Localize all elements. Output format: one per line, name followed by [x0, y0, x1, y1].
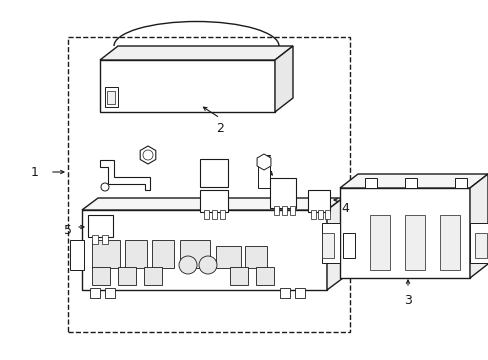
Bar — [474, 233, 486, 258]
Bar — [118, 267, 136, 285]
Polygon shape — [257, 154, 270, 170]
Text: 5: 5 — [64, 224, 72, 237]
Polygon shape — [100, 60, 274, 112]
Circle shape — [179, 256, 197, 274]
Bar — [289, 206, 294, 215]
Bar — [92, 240, 120, 268]
Bar — [200, 159, 227, 187]
Bar — [107, 91, 115, 104]
Bar — [404, 215, 424, 270]
Polygon shape — [404, 178, 416, 188]
Bar — [203, 210, 208, 219]
Bar — [88, 215, 113, 237]
Polygon shape — [469, 174, 487, 278]
Polygon shape — [82, 198, 342, 210]
Polygon shape — [326, 198, 342, 290]
Polygon shape — [82, 210, 326, 290]
Bar — [273, 206, 279, 215]
Bar — [280, 288, 289, 298]
Bar — [325, 210, 329, 219]
Bar — [439, 215, 459, 270]
Polygon shape — [454, 178, 466, 188]
Bar — [212, 210, 217, 219]
Bar — [200, 190, 227, 212]
Text: 6: 6 — [210, 158, 218, 171]
Bar — [269, 178, 295, 208]
Bar — [152, 240, 174, 268]
Bar — [317, 210, 323, 219]
Polygon shape — [140, 146, 156, 164]
Bar — [68, 37, 349, 332]
Bar — [125, 240, 147, 268]
Bar — [229, 267, 247, 285]
Text: 4: 4 — [340, 202, 348, 215]
Polygon shape — [321, 223, 339, 263]
Bar — [244, 246, 266, 268]
Circle shape — [199, 256, 217, 274]
Bar — [220, 210, 224, 219]
Polygon shape — [100, 46, 292, 60]
Polygon shape — [339, 188, 469, 278]
Bar — [258, 166, 269, 188]
Circle shape — [101, 183, 109, 191]
Bar — [256, 267, 273, 285]
Text: 2: 2 — [216, 122, 224, 135]
Bar — [216, 246, 241, 268]
Bar — [321, 233, 333, 258]
Bar — [143, 267, 162, 285]
Polygon shape — [100, 160, 150, 190]
Polygon shape — [274, 46, 292, 112]
Text: 3: 3 — [403, 293, 411, 306]
Text: 1: 1 — [31, 166, 39, 179]
Circle shape — [142, 150, 153, 160]
Bar — [92, 267, 110, 285]
Polygon shape — [364, 178, 376, 188]
Bar — [310, 210, 315, 219]
Bar — [369, 215, 389, 270]
Text: 7: 7 — [264, 153, 271, 166]
Bar — [342, 233, 354, 258]
Bar — [180, 240, 209, 268]
Bar — [102, 235, 108, 244]
Bar — [105, 288, 115, 298]
Bar — [92, 235, 98, 244]
Polygon shape — [105, 87, 118, 107]
Bar — [90, 288, 100, 298]
Bar — [282, 206, 286, 215]
Polygon shape — [339, 174, 487, 188]
Bar — [307, 190, 329, 212]
Polygon shape — [469, 223, 487, 263]
Bar — [70, 240, 84, 270]
Bar — [294, 288, 305, 298]
